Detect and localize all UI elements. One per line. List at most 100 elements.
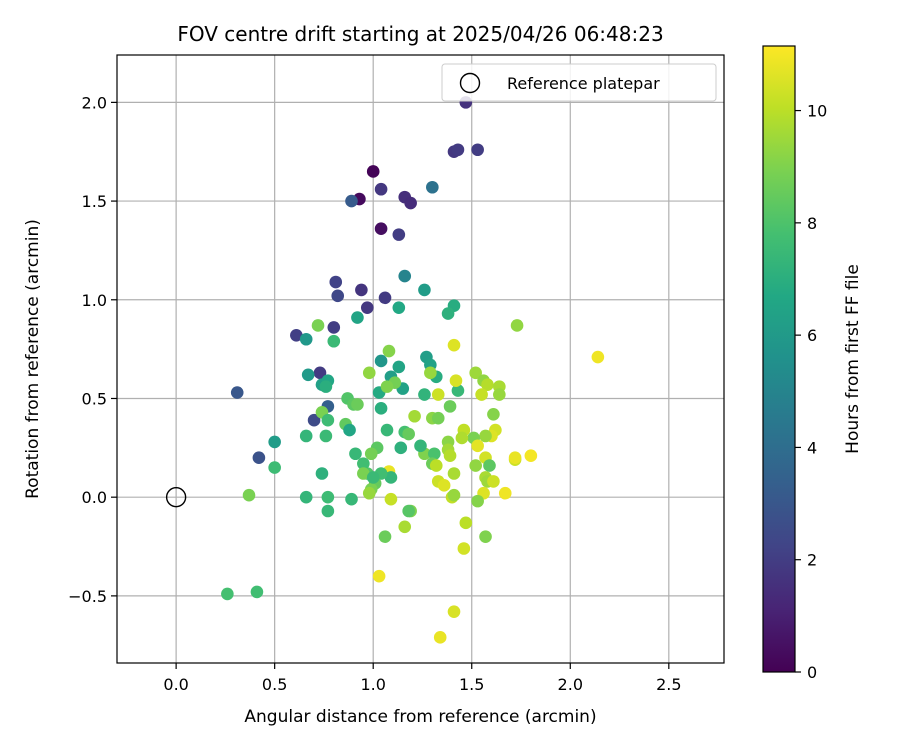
data-point	[327, 334, 341, 348]
data-point	[343, 423, 356, 437]
x-tick-label: 0.5	[262, 675, 287, 694]
data-point	[426, 180, 439, 194]
reference-platepar-marker	[165, 486, 187, 508]
data-point	[321, 490, 335, 504]
x-tick-label: 1.0	[360, 675, 385, 694]
data-point	[366, 165, 380, 178]
legend: Reference platepar	[441, 63, 717, 102]
data-point	[459, 516, 473, 530]
data-point	[329, 275, 343, 289]
colorbar-label: Hours from first FF file	[843, 264, 863, 454]
colorbar-ticks: 0 2 4 6 8 10	[795, 102, 827, 682]
data-point	[398, 520, 412, 534]
legend-marker-circle	[459, 72, 481, 94]
data-point	[319, 429, 333, 443]
data-point	[443, 400, 457, 413]
data-point	[431, 388, 445, 401]
data-point	[374, 182, 388, 196]
data-point	[268, 461, 281, 474]
data-point	[366, 471, 380, 484]
data-point	[418, 388, 431, 401]
data-point	[355, 283, 368, 297]
data-point	[362, 486, 376, 500]
y-tick-label: 0.5	[82, 389, 107, 408]
data-point	[384, 492, 398, 506]
x-tick-label: 2.5	[656, 675, 681, 694]
colorbar-tick-label: 0	[807, 663, 817, 682]
y-axis-label: Rotation from reference (arcmin)	[23, 219, 43, 499]
data-point	[493, 388, 506, 401]
data-point	[447, 488, 461, 502]
data-point	[483, 459, 496, 472]
data-point	[479, 530, 492, 543]
y-tick-label: 0.0	[82, 488, 107, 507]
data-point	[402, 504, 415, 518]
data-point	[524, 449, 538, 463]
data-point	[498, 486, 512, 500]
data-point	[378, 291, 392, 305]
data-point	[471, 439, 484, 453]
data-point	[431, 411, 445, 425]
data-point	[429, 459, 443, 472]
data-point	[469, 459, 482, 472]
data-point	[362, 366, 376, 380]
data-point	[374, 402, 388, 415]
x-axis-ticks: 0.0 0.5 1.0 1.5 2.0 2.5	[163, 663, 682, 694]
data-point	[378, 530, 392, 543]
data-point	[268, 435, 281, 449]
data-point	[290, 329, 303, 342]
data-point	[307, 413, 321, 427]
data-point	[508, 451, 522, 465]
data-point	[475, 388, 488, 401]
data-point	[242, 488, 256, 502]
data-point	[392, 360, 406, 374]
data-points	[165, 96, 605, 644]
data-point	[414, 439, 427, 453]
y-tick-label: 2.0	[82, 93, 107, 112]
chart-title: FOV centre drift starting at 2025/04/26 …	[177, 22, 663, 46]
data-point	[404, 196, 417, 210]
data-point	[230, 386, 244, 399]
x-axis-label: Angular distance from reference (arcmin)	[244, 707, 596, 727]
data-point	[451, 384, 465, 397]
data-point	[351, 311, 364, 324]
data-point	[469, 366, 482, 380]
data-point	[447, 605, 461, 618]
data-point	[481, 378, 494, 391]
colorbar-tick-label: 6	[807, 326, 817, 345]
data-point	[382, 344, 396, 358]
data-point	[392, 301, 406, 314]
data-point	[321, 413, 335, 427]
data-point	[311, 319, 325, 332]
y-tick-label: 1.0	[82, 291, 107, 310]
data-point	[221, 587, 234, 601]
data-point	[510, 319, 524, 332]
data-point	[374, 354, 388, 368]
data-point	[364, 447, 378, 461]
data-point	[315, 467, 329, 480]
data-point	[299, 429, 313, 443]
data-point	[392, 228, 406, 241]
data-point	[437, 479, 451, 492]
data-point	[451, 143, 465, 157]
colorbar-tick-label: 2	[807, 551, 817, 570]
data-point	[384, 471, 398, 484]
data-point	[471, 143, 484, 157]
data-point	[424, 366, 437, 380]
data-point	[374, 222, 388, 236]
plot-frame	[116, 54, 725, 664]
data-point	[349, 447, 362, 461]
data-point	[418, 283, 431, 297]
data-point	[299, 490, 313, 504]
legend-box	[441, 63, 717, 102]
y-tick-label: 1.5	[82, 192, 107, 211]
data-point	[351, 398, 364, 411]
data-point	[345, 194, 358, 208]
data-point	[447, 338, 461, 352]
colorbar-gradient	[762, 45, 796, 673]
data-point	[447, 467, 461, 480]
x-tick-label: 1.5	[459, 675, 484, 694]
data-point	[449, 374, 463, 388]
x-tick-label: 0.0	[163, 675, 188, 694]
colorbar: 0 2 4 6 8 10 Hours from first FF file	[762, 45, 863, 682]
